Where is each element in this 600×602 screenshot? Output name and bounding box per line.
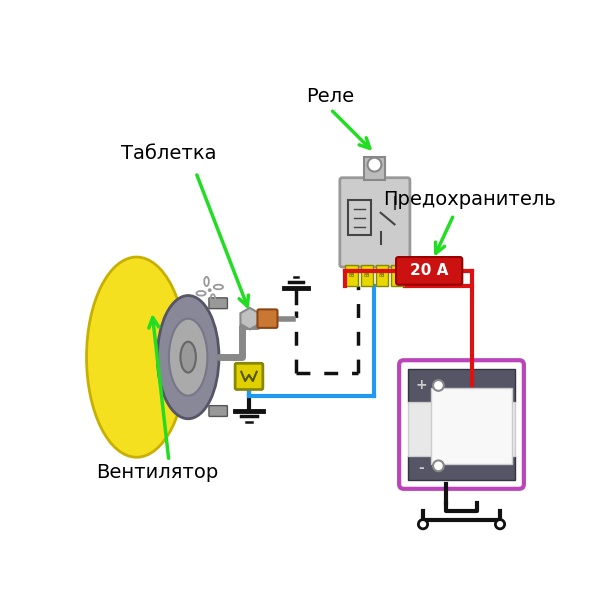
Bar xyxy=(364,157,385,180)
Ellipse shape xyxy=(86,257,187,458)
Text: 88: 88 xyxy=(348,273,355,278)
Bar xyxy=(361,265,373,287)
FancyBboxPatch shape xyxy=(396,257,462,285)
Circle shape xyxy=(368,158,382,172)
Circle shape xyxy=(418,520,428,529)
Bar xyxy=(407,402,515,456)
Ellipse shape xyxy=(169,318,208,396)
Circle shape xyxy=(433,380,444,391)
Ellipse shape xyxy=(157,296,219,419)
Polygon shape xyxy=(241,308,259,329)
Circle shape xyxy=(496,520,505,529)
FancyBboxPatch shape xyxy=(257,309,277,328)
Text: Таблетка: Таблетка xyxy=(121,144,217,163)
Text: 20 А: 20 А xyxy=(410,264,448,278)
Text: 88: 88 xyxy=(394,273,401,278)
Text: Реле: Реле xyxy=(307,87,355,107)
Text: +: + xyxy=(416,379,427,393)
Bar xyxy=(407,456,515,480)
FancyBboxPatch shape xyxy=(209,406,227,417)
Bar xyxy=(407,368,515,402)
Bar xyxy=(391,265,404,287)
Text: -: - xyxy=(419,461,424,475)
Bar xyxy=(349,200,371,235)
FancyBboxPatch shape xyxy=(209,298,227,309)
Ellipse shape xyxy=(181,342,196,373)
Text: Предохранитель: Предохранитель xyxy=(383,190,556,209)
FancyBboxPatch shape xyxy=(235,363,263,389)
FancyBboxPatch shape xyxy=(340,178,410,267)
Text: 88: 88 xyxy=(379,273,385,278)
Circle shape xyxy=(208,288,212,292)
Bar xyxy=(431,388,512,464)
Bar xyxy=(376,265,388,287)
Text: Вентилятор: Вентилятор xyxy=(96,463,218,482)
Circle shape xyxy=(433,461,444,471)
Text: 88: 88 xyxy=(364,273,370,278)
Bar xyxy=(345,265,358,287)
